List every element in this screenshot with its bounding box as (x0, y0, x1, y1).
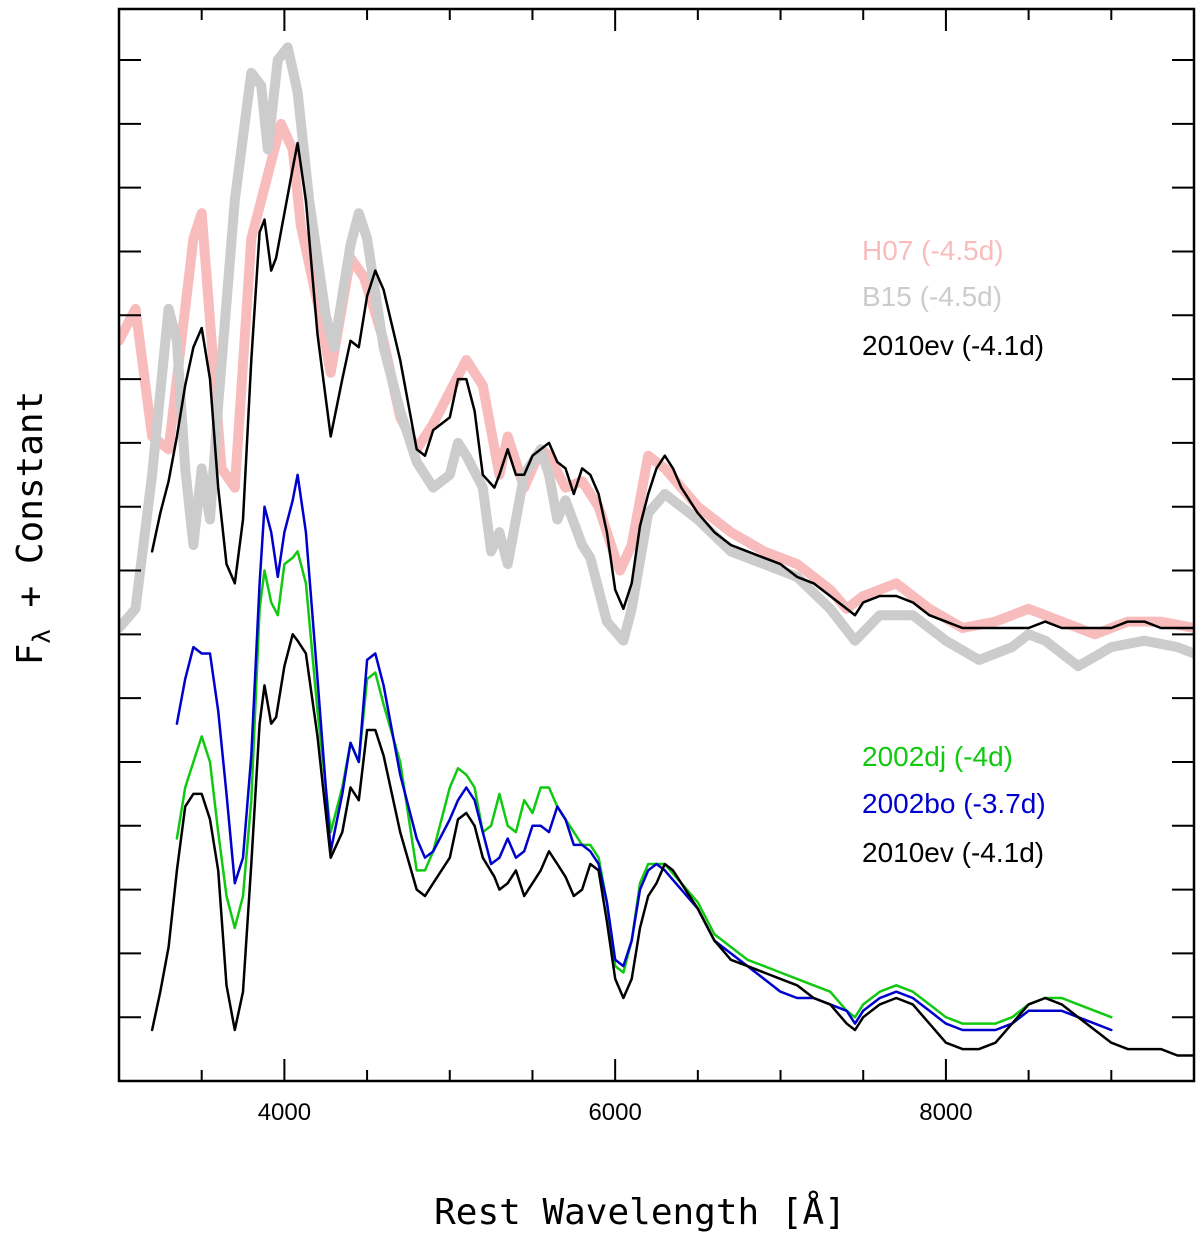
series-line-2002bo-3-7d (175, 473, 1113, 1032)
y-axis-title-f: F (10, 644, 51, 666)
x-tick-label: 6000 (588, 1099, 641, 1126)
x-axis-title: Rest Wavelength [Å] (434, 1190, 846, 1233)
legend-label-2010ev-upper: 2010ev (-4.1d) (862, 330, 1044, 361)
legend-label-2002dj: 2002dj (-4d) (862, 741, 1013, 772)
legend-label-b15: B15 (-4.5d) (862, 281, 1002, 312)
legend-lower: 2002dj (-4d) 2002bo (-3.7d) 2010ev (-4.1… (862, 741, 1046, 868)
legend-label-2010ev-lower: 2010ev (-4.1d) (862, 837, 1044, 868)
legend-label-h07: H07 (-4.5d) (862, 235, 1004, 266)
y-axis-title-suffix: + Constant (10, 391, 51, 629)
y-axis-title-subscript: λ (28, 629, 56, 643)
legend-upper: H07 (-4.5d) B15 (-4.5d) 2010ev (-4.1d) (862, 235, 1044, 361)
series-line-2010ev-4-1d-upper (150, 141, 1194, 630)
plot-frame (117, 7, 1196, 1083)
x-tick-label: 8000 (919, 1099, 972, 1126)
series-line-2002dj-4d (175, 550, 1113, 1025)
legend-label-2002bo: 2002bo (-3.7d) (862, 788, 1046, 819)
x-tick-label: 4000 (258, 1099, 311, 1126)
y-axis-title: Fλ + Constant (10, 391, 56, 666)
series-line-2010ev-4-1d-lower (150, 633, 1194, 1057)
series-line-b15-4-5d (119, 42, 1194, 672)
